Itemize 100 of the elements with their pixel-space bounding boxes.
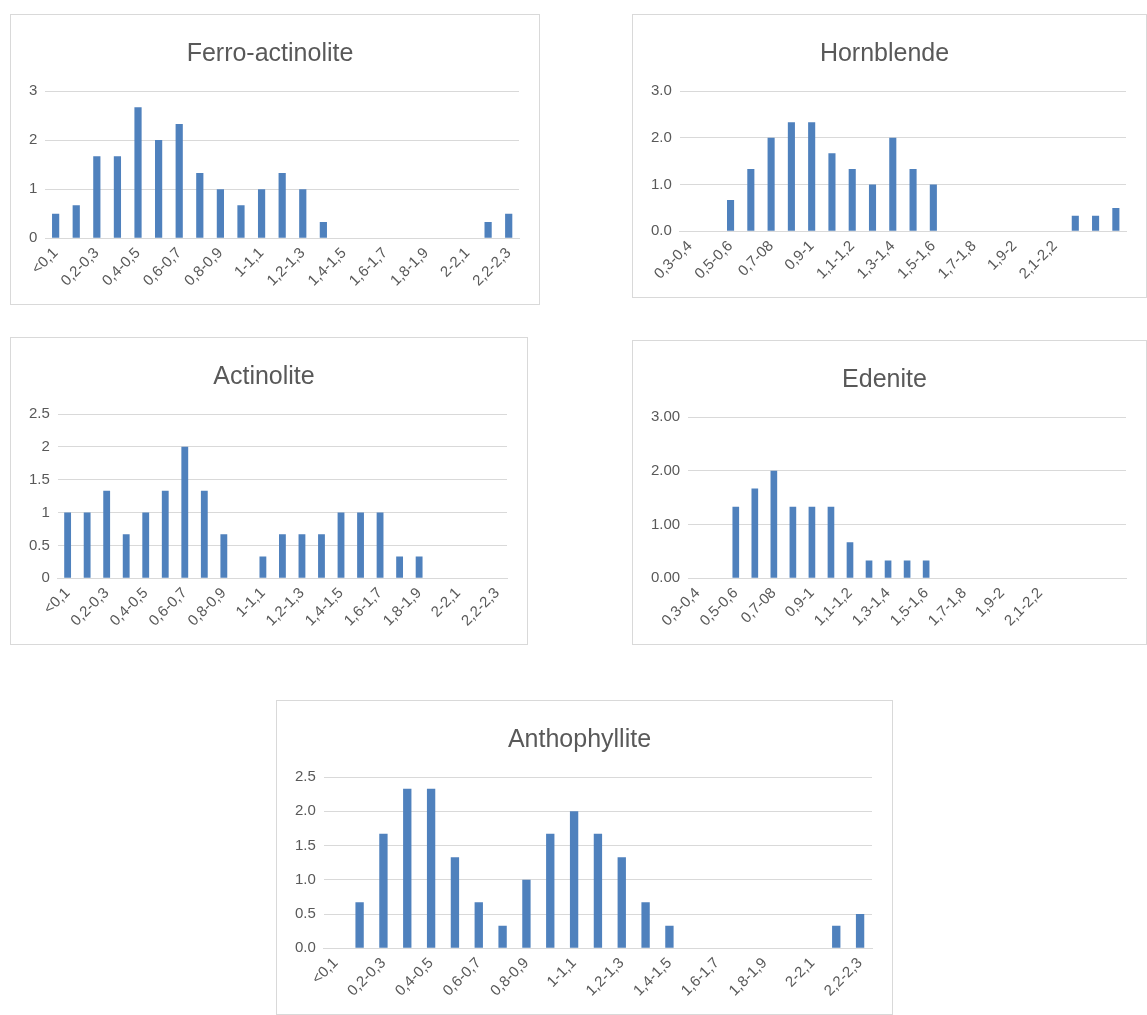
bar [1112, 207, 1120, 231]
chart-title: Ferro-actinolite [186, 37, 354, 66]
bar [832, 925, 841, 948]
bar [379, 833, 388, 948]
bar [929, 184, 937, 231]
x-tick-label: <0,1 [39, 583, 73, 617]
bar [161, 490, 169, 578]
bar [259, 556, 267, 578]
y-tick-label: 3 [29, 81, 38, 99]
y-tick-label: 1.5 [28, 469, 50, 487]
bar [257, 189, 266, 238]
bar [122, 534, 130, 578]
bar [848, 169, 856, 231]
bar [732, 506, 740, 578]
bar [889, 137, 897, 231]
y-tick-label: 0 [41, 568, 50, 586]
bar [474, 902, 483, 948]
bar [770, 470, 778, 578]
bar [787, 122, 795, 231]
bar [665, 925, 674, 948]
bar [52, 213, 60, 238]
bar [751, 488, 759, 578]
bar [747, 169, 755, 231]
y-tick-label: 0.5 [28, 535, 50, 553]
bar [767, 137, 775, 231]
bar [498, 925, 507, 948]
bar [319, 222, 327, 238]
bar [1092, 215, 1100, 231]
bar [855, 914, 865, 948]
bar [237, 205, 245, 238]
bar [355, 902, 364, 948]
bar [789, 506, 797, 578]
bar [403, 788, 412, 948]
bar [93, 156, 101, 238]
y-tick-label: 1.0 [650, 174, 672, 192]
bar [827, 506, 835, 578]
chart-title: Anthophyllite [507, 723, 652, 752]
bar [181, 446, 189, 578]
bar [808, 506, 816, 578]
bar [357, 512, 364, 578]
y-tick-label: 1.5 [294, 835, 316, 853]
bar [134, 107, 142, 238]
y-tick-label: 1 [29, 179, 38, 197]
y-tick-label: 1 [41, 502, 50, 520]
bar [505, 213, 513, 238]
bar [142, 512, 150, 578]
y-tick-label: 2.0 [294, 801, 316, 819]
y-tick-label: 0.0 [294, 938, 316, 956]
chart-title: Actinolite [213, 360, 315, 389]
chart-title: Edenite [842, 363, 927, 392]
bar [216, 189, 224, 238]
y-tick-label: 2.5 [28, 404, 50, 422]
bar [909, 169, 917, 231]
bar [196, 172, 204, 238]
bar [593, 833, 603, 948]
bar [868, 184, 877, 231]
y-tick-label: 0 [29, 228, 38, 246]
bar [220, 534, 228, 578]
bar [83, 512, 91, 578]
bar [318, 534, 325, 578]
y-tick-label: 1.0 [294, 869, 316, 887]
bar [1071, 215, 1079, 231]
bar [569, 811, 579, 948]
y-tick-label: 3.0 [650, 81, 672, 99]
bar [72, 205, 80, 238]
bar [396, 556, 404, 578]
bar [200, 490, 208, 578]
bar [103, 490, 111, 578]
chart-title: Hornblende [819, 37, 950, 66]
y-tick-label: 2.5 [294, 767, 316, 785]
bar [546, 833, 555, 948]
y-tick-label: 0.5 [294, 904, 316, 922]
bar [522, 879, 531, 948]
bar [846, 542, 854, 578]
bar [278, 172, 286, 238]
bar [727, 199, 735, 231]
bar [415, 556, 423, 578]
y-tick-label: 3.00 [650, 407, 681, 425]
x-tick-label: <0,1 [307, 953, 341, 987]
bar [484, 222, 492, 238]
bar [641, 902, 650, 948]
bar [808, 122, 816, 231]
bar [450, 857, 460, 948]
bar [617, 857, 626, 948]
y-tick-label: 2 [41, 436, 50, 454]
y-tick-label: 1.00 [650, 514, 681, 532]
y-tick-label: 2 [29, 130, 38, 148]
y-tick-label: 2.00 [650, 460, 681, 478]
bar [279, 534, 286, 578]
y-tick-label: 2.0 [650, 127, 672, 145]
bar [828, 153, 836, 231]
bar [426, 788, 436, 948]
y-tick-label: 0.0 [650, 221, 672, 239]
bar [155, 140, 163, 238]
bar [113, 156, 122, 238]
x-tick-label: <0,1 [27, 243, 61, 277]
bar [175, 123, 183, 238]
y-tick-label: 0.00 [650, 568, 681, 586]
bar [64, 512, 72, 578]
bar [299, 189, 307, 238]
